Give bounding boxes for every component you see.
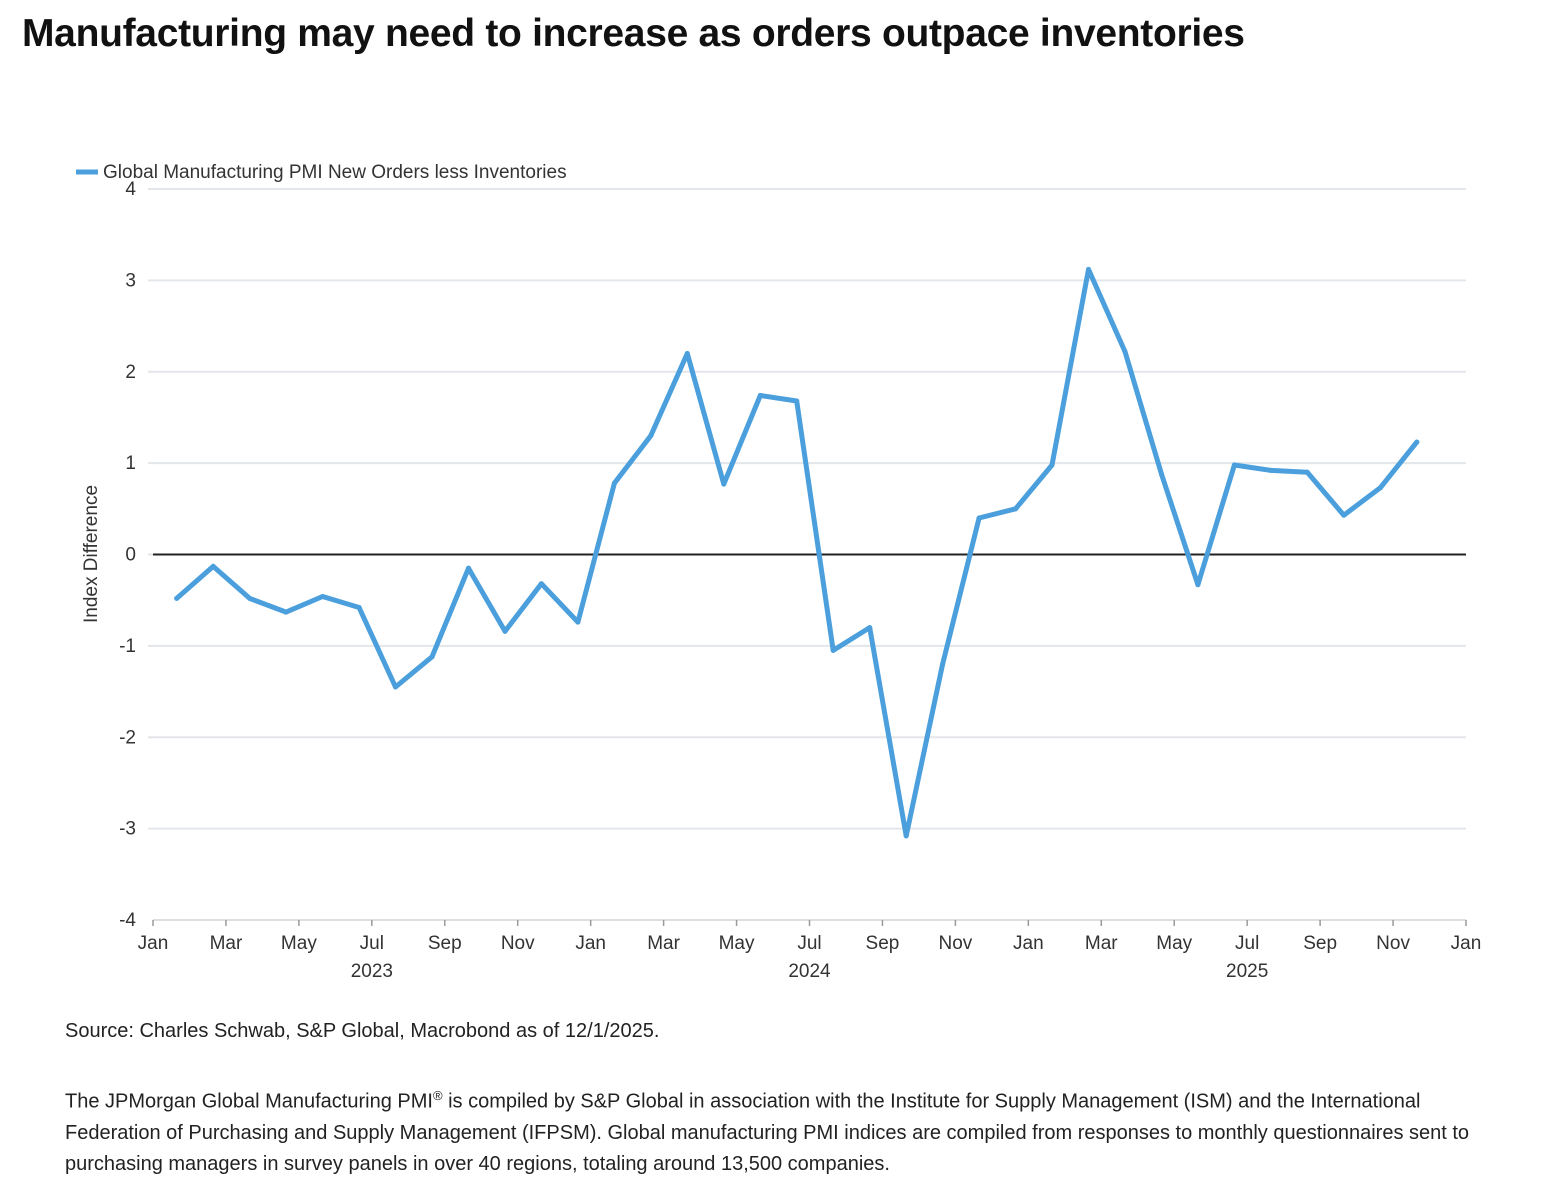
legend: Global Manufacturing PMI New Orders less… [76,162,567,183]
data-point [940,661,946,667]
data-point [1013,506,1019,512]
data-point [429,654,435,660]
data-point [611,480,617,486]
x-tick-label: Jan [1451,933,1482,954]
gridlines [148,188,1466,830]
data-point [721,481,727,487]
x-tick-label: May [719,933,755,954]
data-point [1159,471,1164,477]
y-tick-label: 0 [125,545,136,566]
x-year-label: 2024 [788,961,831,982]
source-note: Source: Charles Schwab, S&P Global, Macr… [65,1020,660,1042]
x-tick-label: Nov [938,933,972,954]
data-point [538,581,544,587]
data-point [1377,485,1383,491]
data-point [648,433,654,439]
x-tick-label: Mar [647,933,680,954]
data-point [247,595,253,601]
y-tick-label: -3 [119,819,136,840]
x-tick-label: May [281,933,317,954]
x-tick-label: Nov [1376,933,1410,954]
data-point [393,684,398,690]
legend-label: Global Manufacturing PMI New Orders less… [103,162,567,183]
data-point [320,594,326,599]
y-tick-label: -2 [119,727,136,748]
registered-mark: ® [432,1088,443,1103]
x-tick-label: Jul [797,933,821,954]
data-point [976,515,982,521]
y-tick-label: 2 [125,362,136,383]
x-tick-label: Sep [428,933,462,954]
data-point [1268,467,1274,473]
data-point [903,833,909,839]
data-point [466,565,471,571]
x-year-label: 2023 [351,961,393,982]
x-tick-label: Nov [501,933,535,954]
data-point [1195,582,1201,588]
description-note: The JPMorgan Global Manufacturing PMI® i… [65,1080,1505,1180]
data-point [502,628,508,634]
data-point [1122,349,1128,355]
x-tick-label: Mar [1085,933,1118,954]
y-axis-title: Index Difference [81,485,102,623]
x-tick-label: Jul [1235,933,1259,954]
y-tick-label: 1 [125,453,136,474]
x-tick-label: Jan [575,933,606,954]
description-part-2: is compiled by S&P Global in association… [65,1090,1470,1175]
data-point [1341,512,1347,518]
x-tick-label: Sep [1303,933,1337,954]
x-tick-label: Mar [210,933,243,954]
line-chart: -4 -3 -2 -1 0 1 2 3 4 Jan Mar May Jul Sep Nov Jan Mar May… [76,162,1481,982]
series-line-0 [174,266,1420,839]
x-tick-label: Sep [866,933,900,954]
data-point [210,563,216,569]
y-tick-label: -4 [119,910,136,931]
data-point [1304,469,1310,475]
data-point [1231,462,1237,468]
data-point [575,619,581,625]
data-point [1414,439,1420,445]
y-tick-label: 4 [125,179,136,200]
data-point [283,609,289,615]
axes: -4 -3 -2 -1 0 1 2 3 4 Jan Mar May Jul Sep Nov Jan Mar May… [119,179,1481,982]
x-tick-label: Jan [138,933,169,954]
data-point [1049,462,1055,468]
series-layer [174,266,1420,839]
x-year-label: 2025 [1226,961,1268,982]
page-title: Manufacturing may need to increase as or… [22,12,1245,55]
data-point [757,393,763,398]
data-point [356,605,362,610]
x-tick-label: Jul [360,933,384,954]
data-point [794,398,800,404]
data-point [830,647,836,653]
description-part-1: The JPMorgan Global Manufacturing PMI [65,1090,433,1113]
data-point [1086,266,1091,272]
x-tick-label: May [1156,933,1192,954]
data-point [174,595,180,601]
x-tick-label: Jan [1013,933,1044,954]
y-tick-label: -1 [119,636,136,657]
y-tick-label: 3 [125,270,136,291]
data-point [867,625,873,631]
data-point [684,351,690,356]
